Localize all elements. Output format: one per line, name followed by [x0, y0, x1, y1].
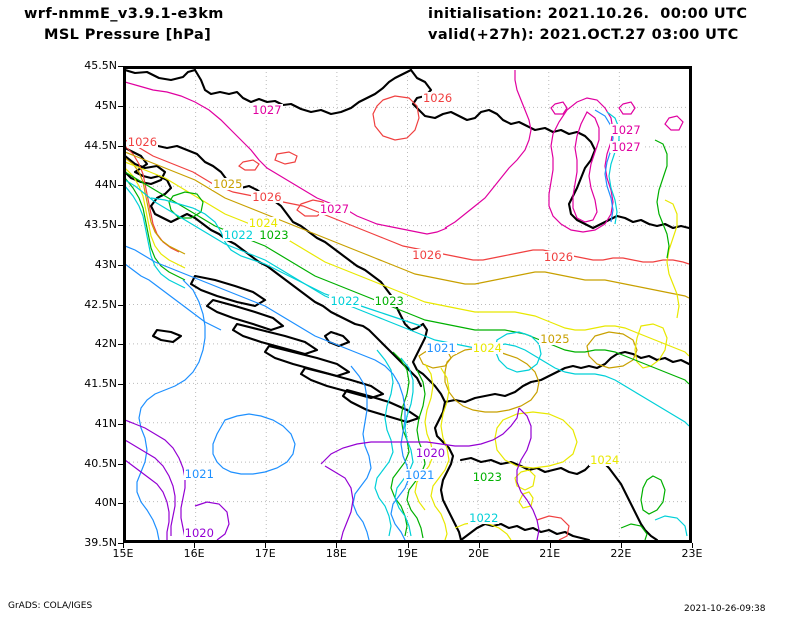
contour-label-1024: 1024 — [471, 341, 504, 356]
y-tick-label: 45.5N — [84, 59, 117, 72]
contour-label-1026: 1026 — [126, 134, 159, 149]
contour-1020 — [125, 407, 540, 541]
contour-1027 — [125, 70, 684, 235]
contour-label-1020: 1020 — [414, 446, 447, 461]
grads-credit: GrADS: COLA/IGES — [8, 601, 93, 611]
y-tick-mark — [118, 225, 123, 226]
plot-border — [125, 68, 690, 541]
x-tick-mark — [194, 543, 196, 548]
x-tick-label: 18E — [325, 547, 347, 560]
contour-label-1021: 1021 — [183, 466, 215, 481]
y-tick-label: 42N — [94, 337, 117, 351]
contour-label-1027: 1027 — [610, 122, 642, 137]
x-tick-mark — [620, 543, 622, 548]
x-tick-label: 23E — [681, 547, 703, 560]
contour-1021 — [125, 109, 614, 541]
contour-label-1026: 1026 — [421, 90, 454, 105]
contour-1023 — [125, 139, 690, 541]
y-tick-label: 41.5N — [84, 377, 117, 390]
valid-time: valid(+27h): 2021.OCT.27 03:00 UTC — [428, 27, 739, 43]
contour-label-1027: 1027 — [610, 140, 642, 155]
y-tick-mark — [118, 344, 123, 346]
field-title: MSL Pressure [hPa] — [44, 27, 212, 43]
y-tick-label: 41N — [94, 416, 117, 430]
y-tick-label: 45N — [94, 98, 117, 112]
y-tick-label: 39.5N — [84, 536, 117, 549]
x-tick-label: 20E — [468, 547, 490, 560]
x-tick-mark — [336, 543, 338, 548]
contour-label-1025: 1025 — [539, 331, 571, 346]
x-tick-label: 21E — [539, 547, 561, 560]
contour-label-1026: 1026 — [411, 248, 443, 263]
y-tick-mark — [118, 185, 123, 187]
y-tick-mark — [118, 105, 123, 107]
contour-label-1020: 1020 — [183, 525, 215, 540]
x-tick-mark — [265, 543, 267, 548]
contour-label-1027: 1027 — [251, 102, 283, 117]
y-tick-mark — [118, 264, 123, 266]
contour-label-1023: 1023 — [373, 293, 405, 308]
adriatic-coastline — [125, 146, 423, 424]
contour-1022 — [125, 111, 690, 537]
contour-label-1026: 1026 — [251, 190, 283, 205]
model-title: wrf-nmmE_v3.9.1-e3km — [24, 6, 224, 22]
contour-1024 — [125, 161, 690, 541]
y-tick-label: 43.5N — [84, 218, 117, 231]
y-tick-mark — [118, 66, 123, 67]
x-tick-mark — [692, 543, 693, 548]
x-tick-mark — [549, 543, 551, 548]
contour-label-1021: 1021 — [425, 341, 457, 356]
x-tick-label: 17E — [254, 547, 276, 560]
y-tick-mark — [118, 543, 123, 544]
contour-label-1021: 1021 — [404, 468, 436, 483]
contour-label-1026: 1026 — [542, 249, 575, 264]
x-tick-label: 22E — [610, 547, 632, 560]
contour-label-1027: 1027 — [318, 202, 351, 217]
contour-label-1024: 1024 — [589, 452, 621, 467]
contour-label-1023: 1023 — [471, 470, 504, 484]
contour-label-1022: 1022 — [329, 293, 361, 308]
x-tick-mark — [478, 543, 480, 548]
y-tick-mark — [118, 423, 123, 425]
contour-label-1025: 1025 — [212, 176, 244, 191]
y-tick-label: 40N — [94, 496, 117, 510]
contour-label-1022: 1022 — [222, 227, 255, 242]
contour-label-1023: 1023 — [258, 227, 290, 242]
y-tick-mark — [118, 384, 123, 385]
coastline-and-borders — [125, 68, 690, 541]
contour-label-1022: 1022 — [468, 510, 500, 525]
y-tick-label: 44N — [94, 178, 117, 192]
x-tick-mark — [407, 543, 409, 548]
contour-label-1024: 1024 — [247, 216, 279, 231]
y-tick-label: 40.5N — [84, 456, 117, 470]
x-tick-label: 16E — [183, 547, 205, 560]
y-tick-mark — [118, 463, 123, 465]
y-tick-label: 42.5N — [84, 297, 117, 311]
run-timestamp: 2021-10-26-09:38 — [684, 604, 766, 614]
y-tick-mark — [118, 304, 123, 306]
x-tick-mark — [123, 543, 124, 548]
x-tick-label: 15E — [112, 547, 134, 560]
x-tick-label: 19E — [397, 547, 418, 560]
y-tick-mark — [118, 145, 123, 147]
y-tick-label: 43N — [94, 257, 117, 271]
y-tick-label: 44.5N — [84, 138, 117, 152]
initialisation-time: initialisation: 2021.10.26. 00:00 UTC — [428, 6, 748, 22]
y-tick-mark — [118, 503, 123, 505]
